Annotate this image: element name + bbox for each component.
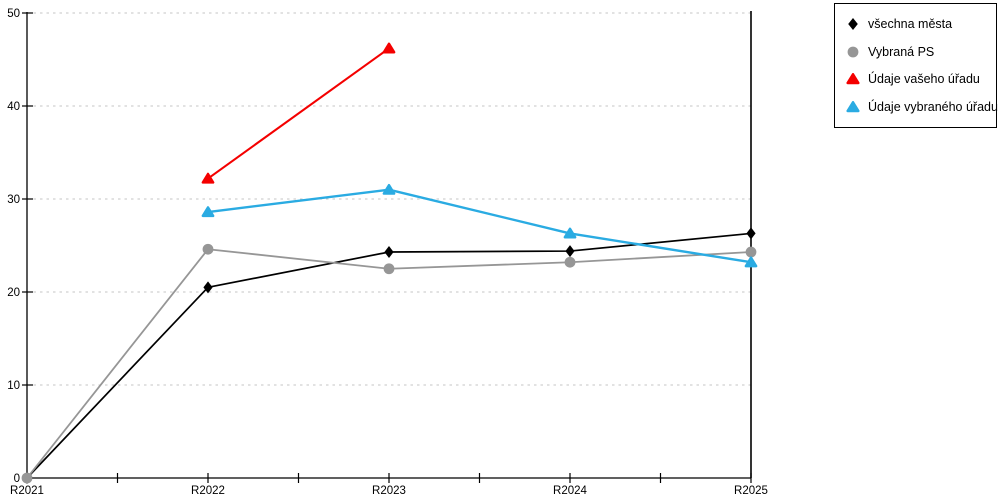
legend: všechna města Vybraná PS Údaje vašeho úř…: [834, 3, 998, 128]
triangle-shape: [846, 101, 860, 113]
x-tick-label: R2023: [372, 485, 406, 497]
legend-label: Údaje vašeho úřadu: [868, 72, 980, 87]
triangle-marker: [744, 256, 758, 268]
circle-marker: [564, 256, 576, 268]
triangle-marker: [563, 227, 577, 239]
diamond-icon: [848, 17, 858, 30]
circle-icon: [847, 46, 859, 58]
y-tick-label: 40: [7, 101, 20, 113]
triangle-marker: [382, 42, 396, 54]
x-tick-label: R2024: [553, 485, 587, 497]
legend-label: Údaje vybraného úřadu: [868, 100, 998, 115]
legend-label: všechna města: [868, 16, 953, 31]
legend-item-udaje-vybraneho-uradu: Údaje vybraného úřadu: [845, 95, 998, 119]
red-triangle-marker-icon: [845, 72, 861, 86]
y-tick-label: 0: [14, 473, 20, 485]
blue-triangle-marker-icon: [845, 100, 861, 114]
x-tick-label: R2022: [191, 485, 225, 497]
circle-marker: [202, 243, 214, 255]
series-line: [207, 188, 752, 264]
diamond-marker: [565, 245, 575, 258]
triangle-icon: [846, 73, 860, 85]
y-tick-label: 30: [7, 194, 20, 206]
triangle-marker: [201, 172, 215, 184]
x-tick-label: R2025: [734, 485, 768, 497]
y-tick-label: 10: [7, 380, 20, 392]
triangle-marker: [382, 183, 396, 195]
circle-marker-icon: [845, 45, 861, 59]
x-tick-label: R2021: [10, 485, 44, 497]
circle-shape: [847, 46, 859, 58]
legend-item-udaje-vaseho-uradu: Údaje vašeho úřadu: [845, 67, 996, 91]
legend-label: Vybraná PS: [868, 44, 935, 59]
y-tick-label: 20: [7, 287, 20, 299]
legend-item-vybrana-ps: Vybraná PS: [845, 40, 996, 64]
diamond-marker: [384, 246, 394, 259]
diamond-marker-icon: [845, 17, 861, 31]
triangle-marker: [201, 206, 215, 218]
diamond-marker: [746, 227, 756, 240]
triangle-icon: [846, 101, 860, 113]
y-tick-label: 50: [7, 8, 20, 20]
circle-marker: [383, 263, 395, 275]
circle-marker: [21, 472, 33, 484]
diamond-shape: [848, 17, 858, 30]
triangle-shape: [846, 73, 860, 85]
series-line: [207, 47, 390, 180]
legend-item-vsechna-mesta: všechna města: [845, 12, 996, 36]
circle-marker: [745, 246, 757, 258]
diamond-marker: [203, 281, 213, 294]
